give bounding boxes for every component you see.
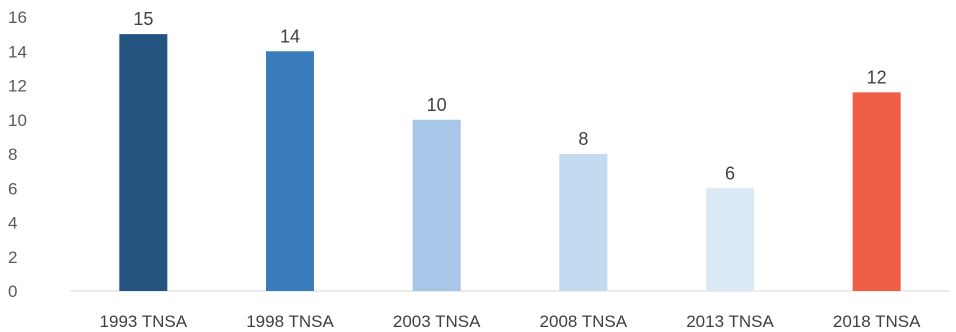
x-axis-labels: 1993 TNSA 1998 TNSA 2003 TNSA 2008 TNSA 2013… [100,312,922,331]
bar [559,154,608,291]
bar [412,119,461,291]
y-tick-label: 14 [8,42,27,61]
x-tick-label: 1998 TNSA [246,312,334,331]
bar [852,92,901,291]
data-labels: 15 14 10 8 6 12 [133,9,886,183]
y-axis-ticks: 0 2 4 6 8 10 12 14 16 [8,8,27,301]
bar [706,188,754,291]
y-tick-label: 8 [8,145,17,164]
y-tick-label: 12 [8,77,27,96]
x-tick-label: 2013 TNSA [686,312,774,331]
y-tick-label: 0 [8,282,17,301]
data-label: 14 [280,26,300,46]
y-tick-label: 16 [8,8,27,27]
data-label: 8 [578,129,588,149]
data-label: 15 [133,9,153,29]
bar [266,51,314,291]
x-tick-label: 1993 TNSA [100,312,188,331]
data-label: 12 [867,67,887,87]
x-tick-label: 2008 TNSA [540,312,628,331]
y-tick-label: 4 [8,214,17,233]
x-tick-label: 2003 TNSA [393,312,481,331]
data-label: 10 [427,95,447,115]
data-label: 6 [725,163,735,183]
y-tick-label: 6 [8,179,17,198]
bar [119,34,168,291]
x-tick-label: 2018 TNSA [833,312,921,331]
bars [119,34,901,291]
y-tick-label: 10 [8,111,27,130]
y-tick-label: 2 [8,248,17,267]
